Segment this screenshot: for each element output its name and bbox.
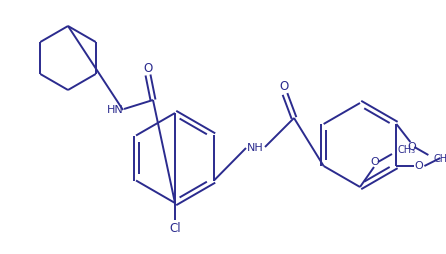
- Text: O: O: [414, 161, 423, 171]
- Text: O: O: [407, 142, 416, 152]
- Text: NH: NH: [247, 143, 264, 153]
- Text: CH₃: CH₃: [434, 154, 446, 164]
- Text: O: O: [371, 157, 380, 167]
- Text: O: O: [279, 81, 289, 93]
- Text: Cl: Cl: [169, 221, 181, 234]
- Text: CH₃: CH₃: [397, 145, 415, 155]
- Text: HN: HN: [107, 105, 124, 115]
- Text: O: O: [143, 61, 153, 74]
